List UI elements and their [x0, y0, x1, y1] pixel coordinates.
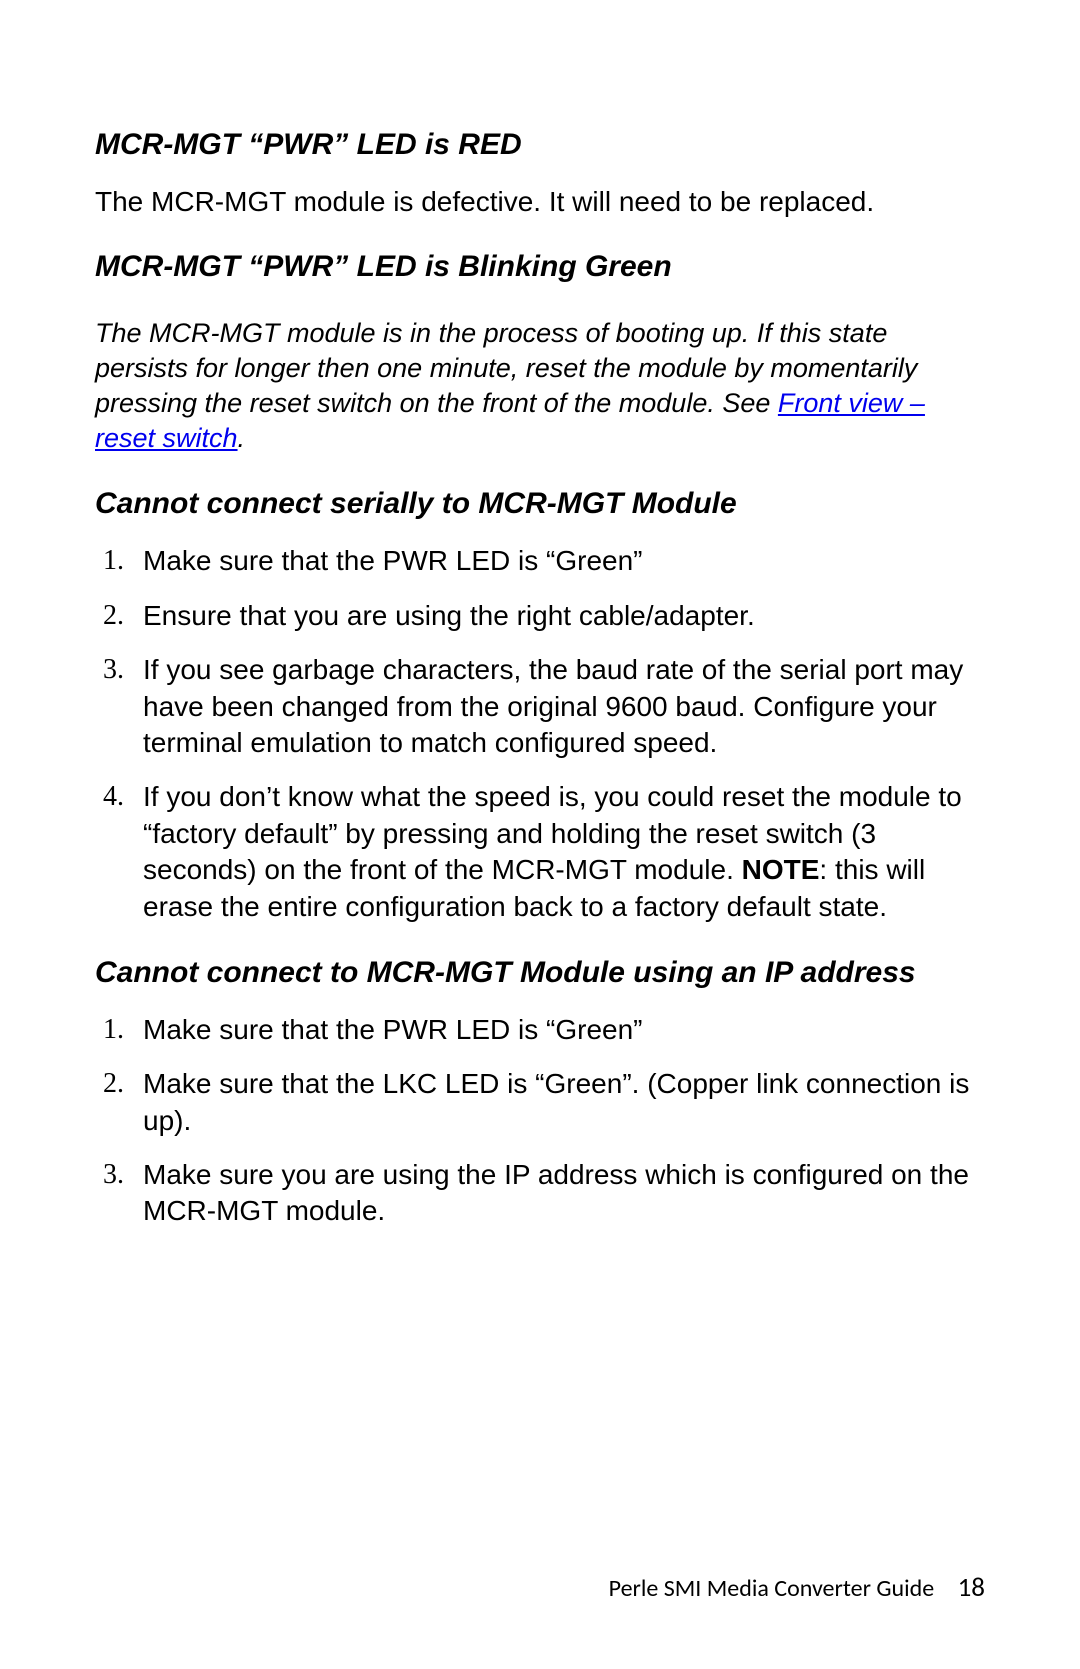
list-item: 2. Ensure that you are using the right c…	[95, 598, 985, 634]
list-marker: 1.	[95, 543, 143, 579]
ip-list: 1. Make sure that the PWR LED is “Green”…	[95, 1012, 985, 1230]
list-content: Ensure that you are using the right cabl…	[143, 598, 985, 634]
body-pwr-red: The MCR-MGT module is defective. It will…	[95, 184, 985, 219]
list-marker: 2.	[95, 598, 143, 634]
footer-title: Perle SMI Media Converter Guide	[609, 1574, 935, 1603]
list-marker: 4.	[95, 779, 143, 925]
list-content: If you don’t know what the speed is, you…	[143, 779, 985, 925]
list-item: 3. If you see garbage characters, the ba…	[95, 652, 985, 761]
list-marker: 3.	[95, 1157, 143, 1230]
note-label: NOTE	[742, 854, 820, 885]
list-item: 1. Make sure that the PWR LED is “Green”	[95, 1012, 985, 1048]
heading-pwr-blinking: MCR-MGT “PWR” LED is Blinking Green	[95, 247, 985, 286]
list-content: If you see garbage characters, the baud …	[143, 652, 985, 761]
list-content: Make sure that the PWR LED is “Green”	[143, 543, 985, 579]
list-item: 2. Make sure that the LKC LED is “Green”…	[95, 1066, 985, 1139]
list-item: 3. Make sure you are using the IP addres…	[95, 1157, 985, 1230]
body-pwr-blinking: The MCR-MGT module is in the process of …	[95, 316, 985, 456]
page-footer: Perle SMI Media Converter Guide 18	[609, 1571, 985, 1604]
section-ip-connect: Cannot connect to MCR-MGT Module using a…	[95, 953, 985, 1230]
serial-list: 1. Make sure that the PWR LED is “Green”…	[95, 543, 985, 925]
list-marker: 3.	[95, 652, 143, 761]
heading-pwr-red: MCR-MGT “PWR” LED is RED	[95, 125, 985, 164]
list-content: Make sure that the PWR LED is “Green”	[143, 1012, 985, 1048]
section-pwr-red: MCR-MGT “PWR” LED is RED The MCR-MGT mod…	[95, 125, 985, 219]
body-post-text: .	[238, 423, 246, 453]
heading-serial-connect: Cannot connect serially to MCR-MGT Modul…	[95, 484, 985, 523]
section-pwr-blinking: MCR-MGT “PWR” LED is Blinking Green The …	[95, 247, 985, 456]
list-content: Make sure that the LKC LED is “Green”. (…	[143, 1066, 985, 1139]
section-serial-connect: Cannot connect serially to MCR-MGT Modul…	[95, 484, 985, 925]
list-marker: 1.	[95, 1012, 143, 1048]
page-number: 18	[958, 1571, 985, 1604]
list-item: 4. If you don’t know what the speed is, …	[95, 779, 985, 925]
list-marker: 2.	[95, 1066, 143, 1139]
heading-ip-connect: Cannot connect to MCR-MGT Module using a…	[95, 953, 985, 992]
list-content: Make sure you are using the IP address w…	[143, 1157, 985, 1230]
list-item: 1. Make sure that the PWR LED is “Green”	[95, 543, 985, 579]
